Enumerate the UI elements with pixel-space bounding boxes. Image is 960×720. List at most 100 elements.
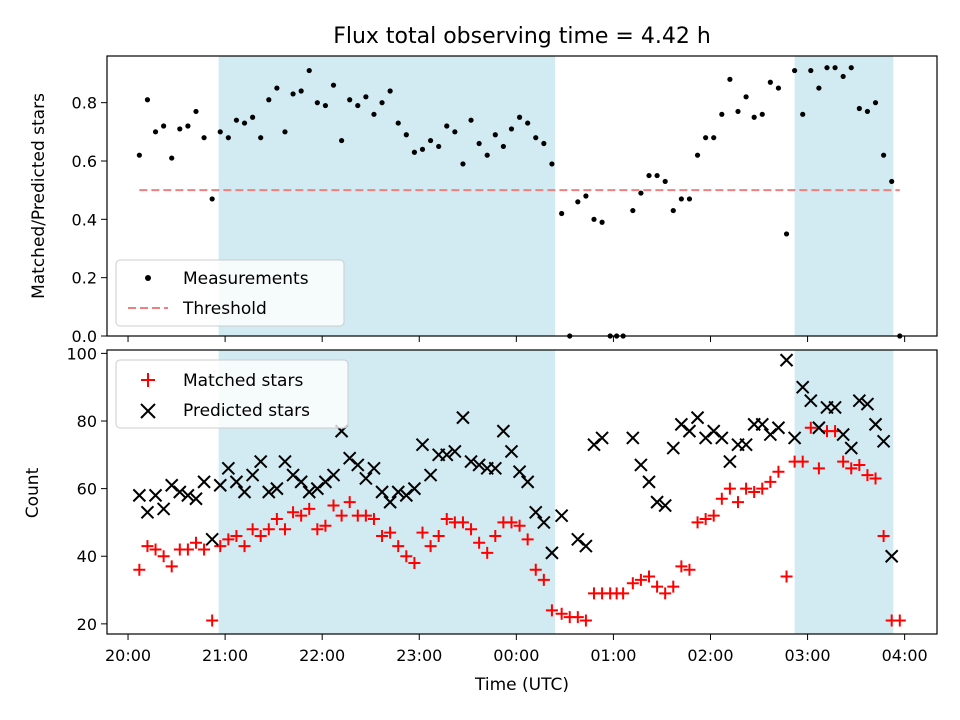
matched-star-point xyxy=(238,540,251,553)
measurement-point xyxy=(444,123,450,129)
matched-star-point xyxy=(715,492,728,505)
matched-star-point xyxy=(845,462,858,475)
measurement-point xyxy=(670,207,676,214)
predicted-star-point xyxy=(787,431,802,445)
predicted-star-point xyxy=(779,353,794,367)
matched-star-point xyxy=(198,543,211,556)
bottom-y-axis-label: Count xyxy=(23,467,43,518)
x-tick-label: 21:00 xyxy=(202,646,248,665)
matched-star-point xyxy=(465,523,478,536)
measurement-point xyxy=(136,152,142,158)
matched-star-point xyxy=(579,614,592,627)
measurement-point xyxy=(298,88,304,94)
bottom-legend: Matched stars Predicted stars xyxy=(115,359,349,429)
measurement-point xyxy=(476,140,482,147)
predicted-star-point xyxy=(294,475,308,489)
chart-title: Flux total observing time = 4.42 h xyxy=(333,24,711,49)
y-tick-label: 0.2 xyxy=(72,269,97,288)
matched-star-point xyxy=(432,529,445,542)
predicted-star-point xyxy=(529,505,543,519)
predicted-star-point xyxy=(245,468,260,482)
matched-star-point xyxy=(189,536,202,549)
predicted-star-point xyxy=(579,539,593,553)
predicted-star-point xyxy=(828,400,842,415)
predicted-star-point xyxy=(148,488,163,503)
bottom-y-axis: 20 40 60 80 100 xyxy=(66,344,107,634)
measurement-point xyxy=(508,126,515,132)
matched-star-point xyxy=(206,614,219,627)
measurement-point xyxy=(161,123,167,129)
predicted-star-point xyxy=(278,454,292,469)
predicted-star-point xyxy=(554,508,569,523)
matched-star-point xyxy=(270,513,283,526)
predicted-star-point xyxy=(237,485,252,499)
predicted-star-point xyxy=(423,468,438,482)
top-y-axis-label: Matched/Predicted stars xyxy=(29,93,49,299)
y-tick-label: 0.0 xyxy=(72,327,97,346)
matched-star-point xyxy=(214,540,227,553)
measurement-point xyxy=(864,108,871,115)
matched-star-point xyxy=(384,526,397,539)
legend-marker-measurements xyxy=(145,275,151,281)
predicted-star-point xyxy=(739,437,753,452)
matched-star-point xyxy=(740,482,753,495)
matched-star-point xyxy=(877,529,890,542)
measurement-point xyxy=(411,149,418,155)
matched-star-point xyxy=(376,529,389,542)
predicted-star-point xyxy=(755,417,769,432)
bottom-x-axis: 20:00 21:00 22:00 23:00 00:00 01:00 02:00 03:00… xyxy=(105,634,928,665)
matched-star-point xyxy=(731,496,744,509)
y-tick-label: 60 xyxy=(77,480,97,499)
x-tick-label: 04:00 xyxy=(882,646,928,665)
matched-star-point xyxy=(651,580,664,593)
matched-star-point xyxy=(699,513,712,526)
x-tick-label: 02:00 xyxy=(687,646,733,665)
matched-star-point xyxy=(440,513,453,526)
y-tick-label: 100 xyxy=(66,344,97,363)
matched-star-point xyxy=(683,563,696,576)
predicted-star-point xyxy=(836,427,850,442)
predicted-star-point xyxy=(359,471,373,486)
measurement-point xyxy=(290,91,296,97)
measurement-point xyxy=(330,82,337,88)
predicted-star-point xyxy=(213,478,227,492)
matched-star-point xyxy=(367,513,380,526)
measurement-point xyxy=(217,129,223,135)
predicted-star-point xyxy=(448,444,462,459)
matched-star-point xyxy=(359,509,372,522)
measurement-point xyxy=(185,123,191,129)
measurement-point xyxy=(468,117,474,123)
matched-star-point xyxy=(675,560,688,573)
predicted-star-point xyxy=(545,546,559,560)
predicted-star-point xyxy=(771,421,786,435)
predicted-star-point xyxy=(715,431,729,445)
predicted-star-point xyxy=(140,505,155,519)
measurement-point xyxy=(759,111,765,117)
shaded-interval xyxy=(794,56,894,336)
measurement-point xyxy=(840,73,846,80)
measurement-point xyxy=(646,172,652,179)
predicted-star-point xyxy=(367,461,381,476)
measurement-point xyxy=(266,97,272,103)
matched-star-point xyxy=(537,573,550,586)
top-y-axis: 0.0 0.2 0.4 0.6 0.8 xyxy=(72,94,107,346)
measurement-point xyxy=(177,126,183,132)
y-tick-label: 80 xyxy=(77,412,97,431)
predicted-star-point xyxy=(868,417,883,432)
measurement-point xyxy=(848,65,854,71)
measurement-point xyxy=(881,152,887,158)
measurement-point xyxy=(314,100,320,106)
measurement-point xyxy=(339,137,345,144)
matched-star-point xyxy=(555,607,568,620)
matched-star-point xyxy=(392,540,405,553)
matched-star-point xyxy=(861,469,874,482)
matched-star-point xyxy=(764,475,777,488)
measurement-point xyxy=(559,210,565,217)
predicted-star-point xyxy=(229,475,244,489)
predicted-star-point xyxy=(860,397,875,411)
legend-label-matched-stars: Matched stars xyxy=(183,371,303,391)
matched-star-point xyxy=(149,543,162,556)
predicted-star-point xyxy=(205,532,219,547)
x-tick-label: 20:00 xyxy=(105,646,151,665)
